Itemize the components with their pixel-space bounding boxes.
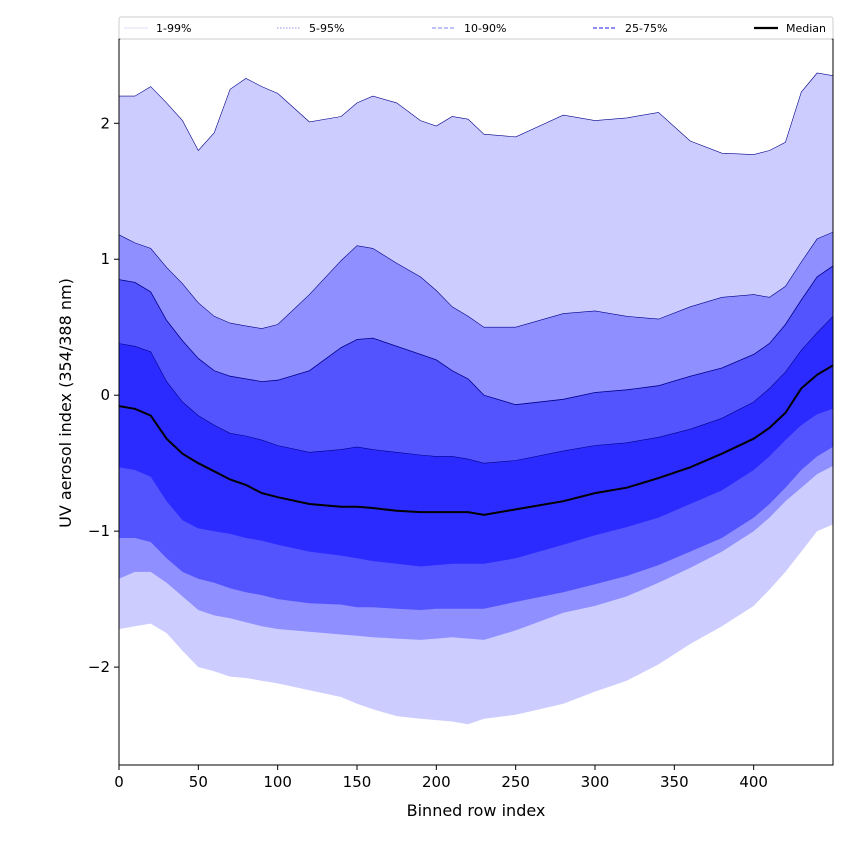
x-tick-label: 0 [114,773,124,791]
band-inner-edge [119,316,833,464]
band-inner [119,316,833,567]
x-tick-label: 100 [263,773,292,791]
band-5-95-edge [119,72,833,155]
x-tick-label: 300 [581,773,610,791]
percentile-bands [119,62,833,752]
median-layer [119,364,833,516]
band-25-75-edge [119,265,833,406]
y-tick-label: 1 [100,250,110,268]
y-axis-ticks: −2 −1 0 1 2 [88,114,119,676]
legend-label: 5-95% [309,22,344,35]
y-axis-label: UV aerosol index (354/388 nm) [56,278,75,528]
x-axis-ticks: 0 50 100 150 200 250 300 350 400 [114,765,768,791]
y-tick-label: −2 [88,658,110,676]
y-tick-label: 2 [100,114,110,132]
x-tick-label: 50 [189,773,208,791]
legend-label: Median [786,22,826,35]
legend-label: 25-75% [625,22,667,35]
x-tick-label: 400 [739,773,768,791]
y-tick-label: −1 [88,522,110,540]
legend-box [118,16,834,40]
legend-label: 1-99% [156,22,191,35]
median-line [119,364,833,516]
legend-label: 10-90% [464,22,506,35]
x-tick-label: 250 [501,773,530,791]
legend: 1-99% 5-95% 10-90% 25-75% Median [118,16,834,40]
x-tick-label: 200 [422,773,451,791]
y-tick-label: 0 [100,386,110,404]
x-tick-label: 350 [660,773,689,791]
x-tick-label: 150 [343,773,372,791]
band-10-90-edge [119,231,833,329]
x-axis-label: Binned row index [407,801,546,820]
